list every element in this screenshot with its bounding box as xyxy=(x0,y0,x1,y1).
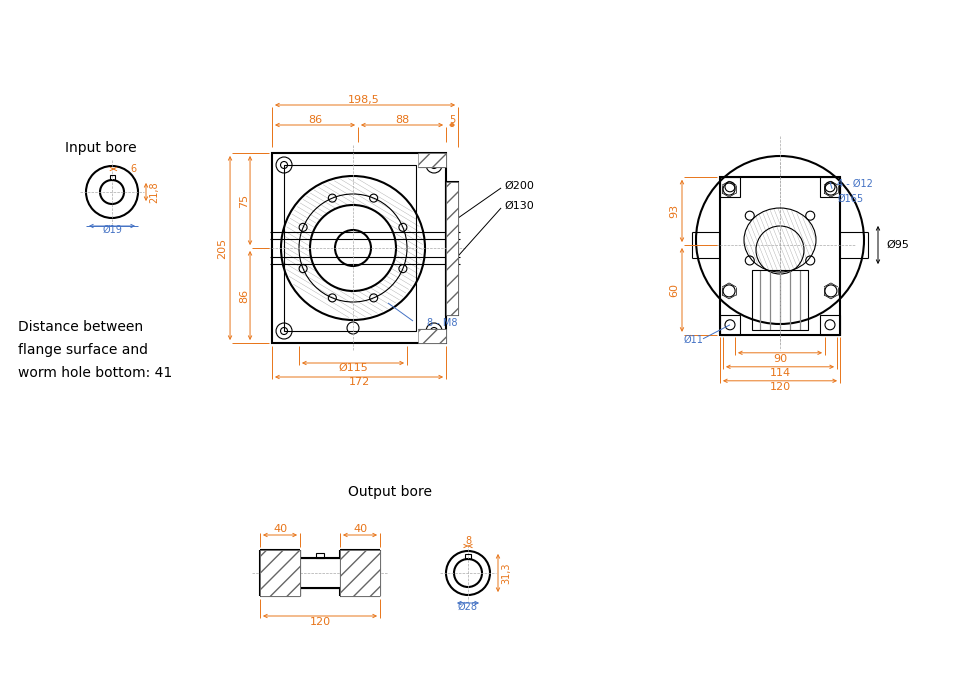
Bar xyxy=(465,554,471,559)
Text: Ø95: Ø95 xyxy=(886,240,909,250)
Text: 120: 120 xyxy=(310,617,331,627)
Text: Distance between
flange surface and
worm hole bottom: 41: Distance between flange surface and worm… xyxy=(18,320,172,380)
Text: Ø165: Ø165 xyxy=(837,194,864,204)
Text: 205: 205 xyxy=(217,237,227,259)
Text: 114: 114 xyxy=(769,368,790,378)
Text: 75: 75 xyxy=(239,193,249,208)
Bar xyxy=(720,177,740,197)
Text: 93: 93 xyxy=(669,204,679,218)
Text: 40: 40 xyxy=(353,524,367,534)
Text: 6: 6 xyxy=(130,164,136,174)
Bar xyxy=(418,153,446,167)
Text: 88: 88 xyxy=(395,115,409,125)
Text: 8: 8 xyxy=(465,536,471,546)
Text: 40: 40 xyxy=(273,524,287,534)
Text: 120: 120 xyxy=(769,382,790,391)
Bar xyxy=(316,553,324,558)
Text: 5: 5 xyxy=(449,115,455,125)
Bar xyxy=(260,550,300,596)
Bar xyxy=(272,153,446,343)
Text: Ø200: Ø200 xyxy=(504,181,534,191)
Text: 8 - M8: 8 - M8 xyxy=(427,318,457,328)
Text: Ø115: Ø115 xyxy=(338,363,368,373)
Text: Output bore: Output bore xyxy=(348,485,432,499)
Bar xyxy=(109,175,115,180)
Text: 60: 60 xyxy=(669,283,679,297)
Bar xyxy=(418,329,446,343)
Bar xyxy=(820,315,840,335)
Text: 31,3: 31,3 xyxy=(501,562,511,583)
Bar xyxy=(446,182,458,314)
Bar xyxy=(446,182,458,314)
Text: Ø130: Ø130 xyxy=(504,201,534,211)
Bar xyxy=(340,550,380,596)
Text: 4 - Ø12: 4 - Ø12 xyxy=(837,179,873,189)
Bar xyxy=(284,165,416,331)
Text: 198,5: 198,5 xyxy=(348,95,380,105)
Text: Ø11: Ø11 xyxy=(683,335,703,345)
Bar xyxy=(720,177,840,335)
Text: 172: 172 xyxy=(348,377,370,387)
Bar xyxy=(820,177,840,197)
Text: 86: 86 xyxy=(239,288,249,303)
Text: Ø28: Ø28 xyxy=(458,602,478,612)
Text: 90: 90 xyxy=(773,354,787,364)
Text: 21,8: 21,8 xyxy=(149,181,159,203)
Text: Input bore: Input bore xyxy=(65,141,137,155)
Text: Ø19: Ø19 xyxy=(102,225,122,235)
Text: 86: 86 xyxy=(308,115,322,125)
Bar xyxy=(720,315,740,335)
Bar xyxy=(752,270,808,330)
